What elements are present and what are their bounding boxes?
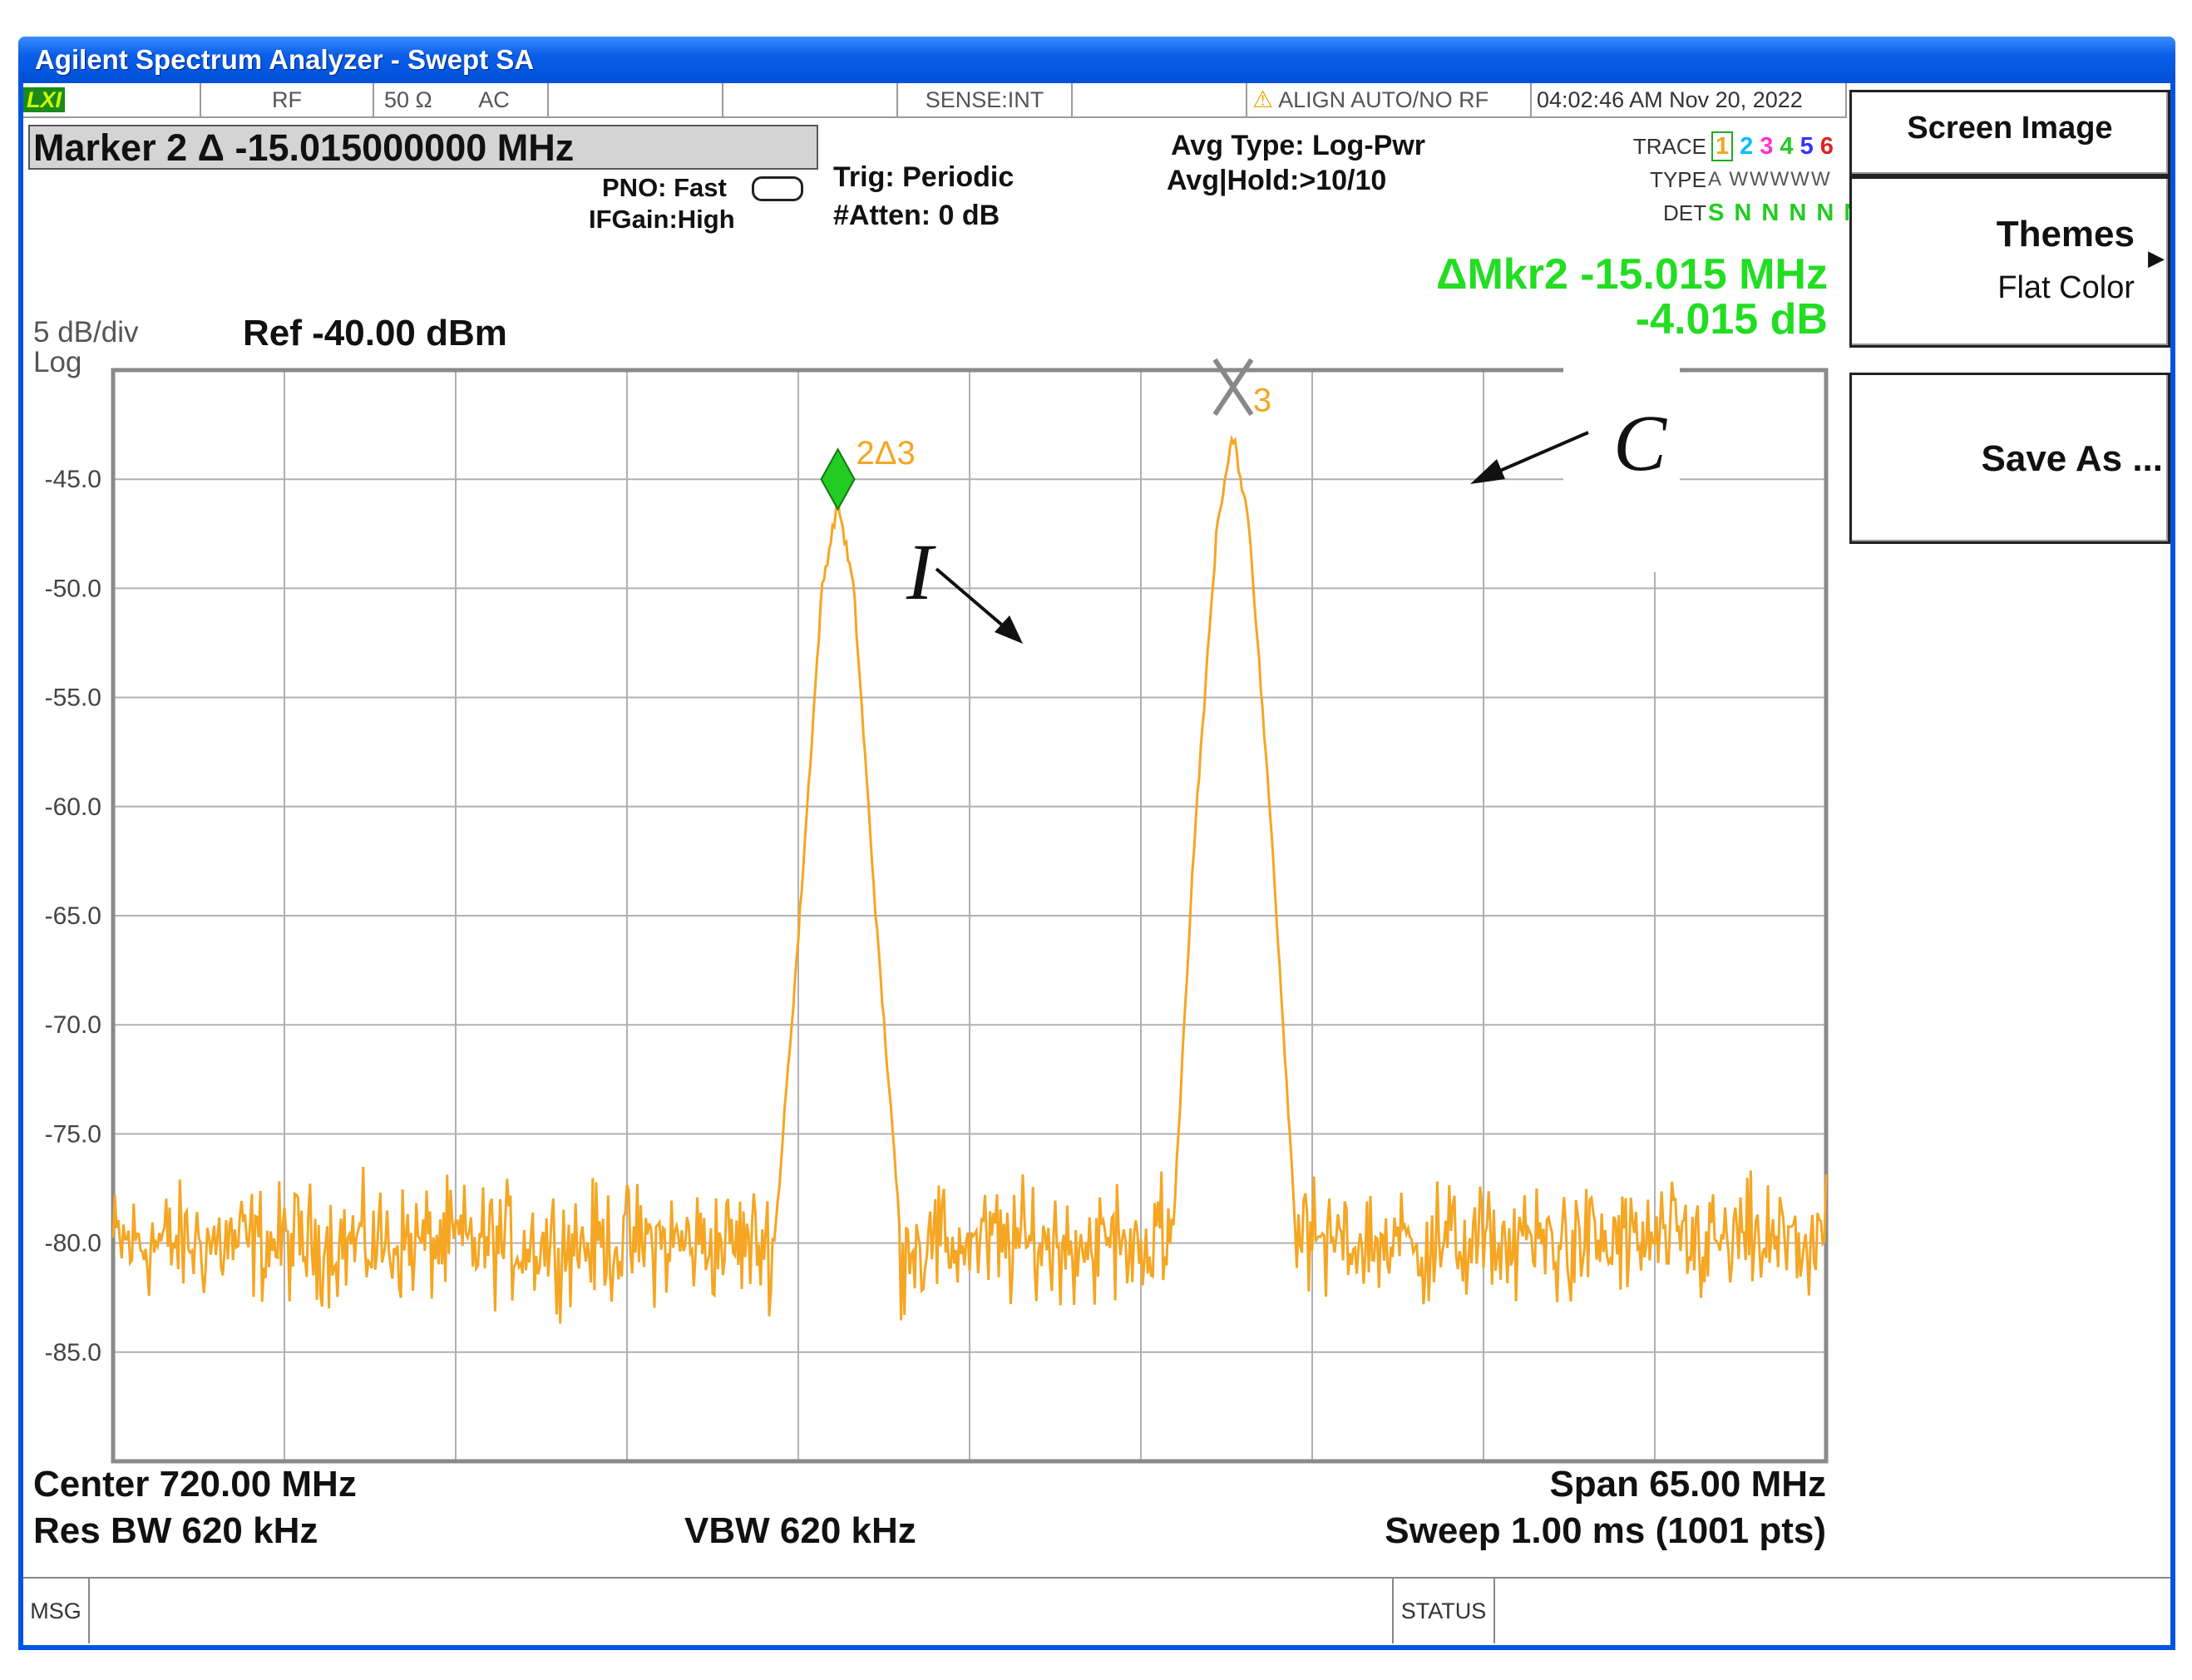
msg-label: MSG [23,1579,90,1643]
status-empty-3 [1073,83,1247,116]
message-bar: MSG STATUS [23,1577,2170,1645]
reference-level[interactable]: Ref -40.00 dBm [243,313,507,353]
trace-number-2[interactable]: 2 [1740,133,1754,160]
annotation-c-label: C [1613,398,1667,487]
type-row-label: TYPE [1650,167,1706,192]
sweep-loop-icon [752,176,803,201]
avg-hold-label: Avg|Hold:>10/10 [1167,165,1387,196]
delta-marker-amp: -4.015 dB [1635,295,1828,343]
trace-number-5[interactable]: 5 [1800,133,1814,160]
sweep-time[interactable]: Sweep 1.00 ms (1001 pts) [1385,1510,1826,1551]
trace-1-line [111,434,1828,1324]
coupling-label: AC [478,87,510,112]
app-window: Agilent Spectrum Analyzer - Swept SA LXI… [18,37,2175,1650]
vbw[interactable]: VBW 620 kHz [684,1510,916,1551]
status-empty-2 [723,83,898,116]
date-label: Nov 20, 2022 [1669,87,1803,112]
status-row: LXI RF 50 Ω AC SENSE:INT ⚠ ALIGN AUTO/NO… [23,83,1847,118]
ifgain-label: IFGain:High [589,205,735,234]
trace-number-6[interactable]: 6 [1819,133,1834,160]
res-bw[interactable]: Res BW 620 kHz [33,1510,318,1551]
span[interactable]: Span 65.00 MHz [1549,1464,1826,1505]
lxi-indicator: LXI [23,83,201,116]
window-title: Agilent Spectrum Analyzer - Swept SA [18,37,2175,83]
marker-2-label: 2Δ3 [857,435,916,472]
center-frequency[interactable]: Center 720.00 MHz [33,1464,357,1505]
y-tick-label: -75.0 [45,1120,101,1148]
det-row-label: DET [1663,200,1706,225]
delta-marker-freq: ΔMkr2 -15.015 MHz [1436,250,1828,299]
y-tick-label: -70.0 [45,1011,101,1039]
screen-image-softkey[interactable]: Screen Image [1849,90,2170,176]
annotation-i-label: I [906,527,936,616]
arrow-head-icon [995,615,1023,644]
y-tick-label: -50.0 [45,575,101,602]
trace-det-values: S N N N N N [1708,200,1864,226]
spectrum-plot[interactable]: -45.0 -50.0 -55.0 -60.0 -65.0 -70.0 -75.0 -80.0… [23,83,2170,1680]
datetime-indicator: 04:02:46 AM Nov 20, 2022 [1532,83,1847,116]
status-label[interactable]: STATUS [1392,1579,1495,1643]
marker-3-label: 3 [1253,382,1271,418]
atten-label: #Atten: 0 dB [833,200,1000,231]
align-indicator: ⚠ ALIGN AUTO/NO RF [1247,83,1532,116]
client-area: LXI RF 50 Ω AC SENSE:INT ⚠ ALIGN AUTO/NO… [23,83,2170,1645]
trace-row-label: TRACE [1632,134,1706,159]
graticule-frame [111,368,1829,1464]
sense-indicator: SENSE:INT [898,83,1073,116]
y-tick-label: -45.0 [45,466,101,493]
status-empty-1 [549,83,723,116]
y-tick-label: -65.0 [45,902,101,930]
marker-2-diamond[interactable] [820,447,856,511]
time-label: 04:02:46 AM [1537,87,1663,112]
arrow-head-icon [1470,459,1505,484]
trace-number-4[interactable]: 4 [1780,133,1794,160]
scale-per-div: 5 dB/div [33,316,139,348]
y-tick-label: -85.0 [45,1339,101,1366]
avg-type-label: Avg Type: Log-Pwr [1171,130,1425,161]
trig-label: Trig: Periodic [833,161,1015,193]
rf-input-indicator: RF [201,83,374,116]
pno-label: PNO: Fast [602,173,727,202]
marker-3-x-icon[interactable] [1212,358,1254,417]
trace-number-1[interactable]: 1 [1711,131,1734,161]
save-as-softkey[interactable]: Save As ... [1849,373,2170,544]
impedance-label: 50 Ω [384,87,432,112]
marker-readout[interactable]: Marker 2 Δ -15.015000000 MHz [28,125,818,170]
y-tick-label: -80.0 [45,1230,101,1258]
y-tick-label: -60.0 [45,793,101,821]
submenu-arrow-icon: ▶ [2148,245,2165,270]
impedance-coupling: 50 Ω AC [374,83,549,116]
annotation-background [1563,364,1680,572]
warning-icon: ⚠ [1252,86,1274,112]
trace-info-labels: TRACE TYPE DET [1590,130,1706,230]
y-tick-label: -55.0 [45,684,101,712]
trace-number-3[interactable]: 3 [1760,133,1774,160]
trace-type-values: A WWWWW [1708,168,1832,190]
themes-softkey[interactable]: Themes ▶ Flat Color [1849,176,2170,348]
scale-mode: Log [33,346,82,378]
